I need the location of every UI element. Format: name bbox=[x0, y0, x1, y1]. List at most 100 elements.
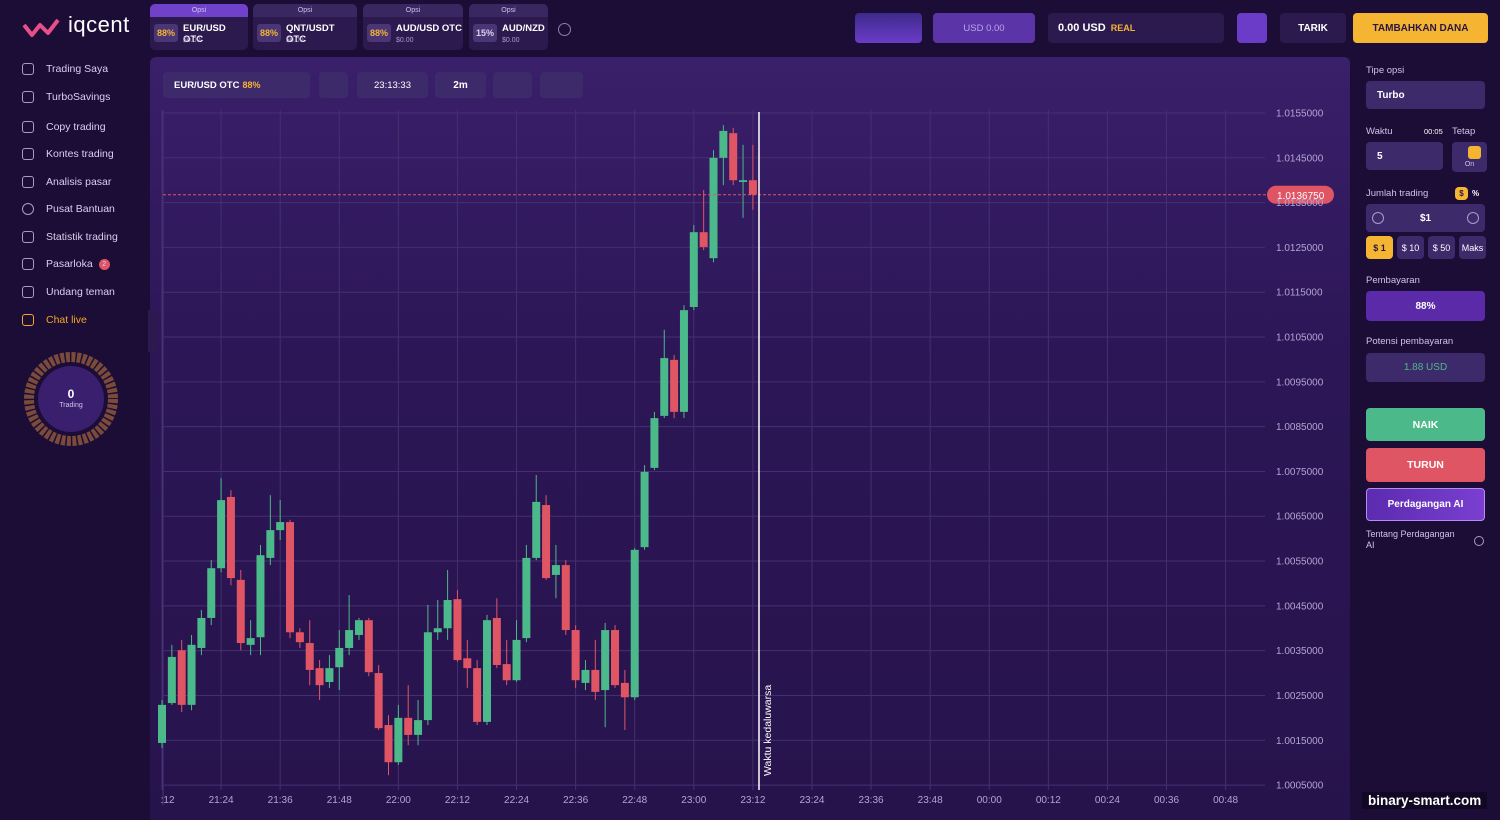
menu-item[interactable]: Chat live bbox=[22, 314, 87, 326]
preset-button[interactable]: $ 50 bbox=[1428, 236, 1455, 259]
y-tick-label: 1.0115000 bbox=[1276, 288, 1323, 299]
tab-payout: 88% bbox=[257, 24, 282, 42]
clock: 23:13:33 bbox=[357, 72, 428, 98]
candle-body bbox=[729, 133, 738, 181]
profile-button[interactable] bbox=[1237, 13, 1267, 43]
x-tick-label: 00:36 bbox=[1154, 795, 1179, 806]
menu-item[interactable]: Undang teman bbox=[22, 286, 115, 298]
x-tick-label: 00:00 bbox=[977, 795, 1002, 806]
menu-item[interactable]: Trading Saya bbox=[22, 63, 108, 75]
ai-button[interactable]: Perdagangan AI bbox=[1366, 488, 1485, 521]
menu-item[interactable]: Copy trading bbox=[22, 121, 106, 133]
menu-item[interactable]: Pasarloka 2 bbox=[22, 258, 110, 270]
candle-body bbox=[748, 180, 757, 195]
tab-amount: $0.00 bbox=[396, 37, 414, 44]
gift-button[interactable] bbox=[855, 13, 922, 43]
withdraw-button[interactable]: TARIK bbox=[1280, 13, 1346, 43]
preset-button[interactable]: $ 1 bbox=[1366, 236, 1393, 259]
asset-tab[interactable]: Opsi 15% AUD/NZD $0.00 bbox=[469, 4, 548, 50]
x-axis: 21:12 21:24 21:36 21:48 22:00 22:12 22:24 22:36… bbox=[160, 795, 1239, 806]
y-tick-label: 1.0075000 bbox=[1276, 467, 1324, 478]
toggle-label: On bbox=[1464, 161, 1475, 168]
indicators-button[interactable] bbox=[319, 72, 348, 98]
y-tick-label: 1.0025000 bbox=[1276, 691, 1324, 702]
candle-body bbox=[581, 669, 590, 683]
candle-body bbox=[266, 530, 275, 558]
menu-item[interactable]: TurboSavings bbox=[22, 91, 110, 103]
menu-icon bbox=[22, 91, 34, 103]
candle-body bbox=[236, 579, 245, 644]
candle-body bbox=[522, 557, 531, 639]
time-select[interactable]: 5 bbox=[1366, 142, 1443, 170]
up-button[interactable]: NAIK bbox=[1366, 408, 1485, 441]
deposit-button[interactable]: TAMBAHKAN DANA bbox=[1353, 13, 1488, 43]
collapse-handle[interactable] bbox=[148, 310, 158, 352]
menu-label: Kontes trading bbox=[46, 148, 114, 160]
candle-body bbox=[345, 630, 354, 648]
asset-tab[interactable]: Opsi 88% EUR/USD OTC $0.00 bbox=[150, 4, 248, 50]
y-tick-label: 1.0155000 bbox=[1276, 109, 1324, 120]
tab-name: AUD/NZD bbox=[502, 23, 545, 34]
amount-input[interactable]: $1 bbox=[1366, 204, 1485, 232]
option-type[interactable]: Turbo bbox=[1366, 81, 1485, 109]
menu-item[interactable]: Kontes trading bbox=[22, 148, 114, 160]
add-tab[interactable] bbox=[558, 23, 571, 36]
demo-balance[interactable]: USD 0.00 bbox=[933, 13, 1035, 43]
candle-body bbox=[364, 620, 373, 673]
y-tick-label: 1.0095000 bbox=[1276, 377, 1324, 388]
currency-toggle[interactable]: $ bbox=[1455, 187, 1468, 200]
decrease-button[interactable] bbox=[1372, 212, 1384, 224]
preset-label: Maks bbox=[1461, 242, 1484, 253]
payout: 88% bbox=[1366, 291, 1485, 321]
asset-tab[interactable]: Opsi 88% QNT/USDT OTC $0.00 bbox=[253, 4, 357, 50]
increase-button[interactable] bbox=[1467, 212, 1479, 224]
tab-kind: Opsi bbox=[150, 4, 248, 17]
candle-body bbox=[502, 664, 511, 681]
percent-toggle[interactable]: % bbox=[1469, 187, 1482, 200]
asset-tab[interactable]: Opsi 88% AUD/USD OTC $0.00 bbox=[363, 4, 463, 50]
logo: iqcent bbox=[68, 12, 130, 37]
drawing-select[interactable] bbox=[540, 72, 583, 98]
x-tick-label: 23:12 bbox=[740, 795, 765, 806]
clock-text: 23:13:33 bbox=[374, 79, 411, 91]
candle-body bbox=[473, 668, 482, 722]
ai-label: Perdagangan AI bbox=[1387, 499, 1464, 510]
y-tick-label: 1.0085000 bbox=[1276, 422, 1324, 433]
asset-select[interactable]: EUR/USD OTC 88% bbox=[163, 72, 310, 98]
candles: 1.0136750 Waktu kedaluwarsa bbox=[158, 112, 1334, 790]
preset-button[interactable]: Maks bbox=[1459, 236, 1486, 259]
chart-type-select[interactable] bbox=[493, 72, 532, 98]
preset-button[interactable]: $ 10 bbox=[1397, 236, 1424, 259]
timeframe-select[interactable]: 2m bbox=[435, 72, 486, 98]
candle-body bbox=[335, 647, 344, 668]
candle-body bbox=[719, 130, 728, 158]
info-icon[interactable] bbox=[1474, 536, 1484, 546]
menu-label: Analisis pasar bbox=[46, 176, 112, 188]
y-tick-label: 1.0125000 bbox=[1276, 243, 1324, 254]
candle-body bbox=[492, 617, 501, 665]
candle-body bbox=[650, 418, 659, 468]
price-tag bbox=[1267, 185, 1334, 204]
menu-label: Chat live bbox=[46, 314, 87, 326]
tab-payout: 88% bbox=[367, 24, 392, 42]
down-button[interactable]: TURUN bbox=[1366, 448, 1485, 482]
tab-amount: $0.00 bbox=[286, 37, 304, 44]
menu-item[interactable]: Analisis pasar bbox=[22, 176, 111, 188]
about-ai[interactable]: Tentang Perdagangan AI bbox=[1366, 529, 1455, 550]
candle-body bbox=[679, 310, 688, 412]
menu-item[interactable]: Pusat Bantuan bbox=[22, 203, 115, 215]
tab-name: EUR/USD OTC bbox=[183, 23, 226, 45]
menu-label: TurboSavings bbox=[46, 91, 111, 103]
fixed-toggle[interactable]: On bbox=[1452, 142, 1487, 172]
x-tick-label: 23:00 bbox=[681, 795, 706, 806]
amount-value: $1 bbox=[1419, 212, 1432, 224]
account-select[interactable]: 0.00 USD REAL bbox=[1048, 13, 1224, 43]
candle-body bbox=[158, 704, 166, 743]
candle-body bbox=[532, 501, 541, 558]
potential: 1.88 USD bbox=[1366, 353, 1485, 382]
account-type: REAL bbox=[1110, 23, 1136, 33]
candle-body bbox=[689, 232, 698, 308]
menu-item[interactable]: Statistik trading bbox=[22, 231, 118, 243]
tab-payout: 88% bbox=[154, 24, 179, 42]
